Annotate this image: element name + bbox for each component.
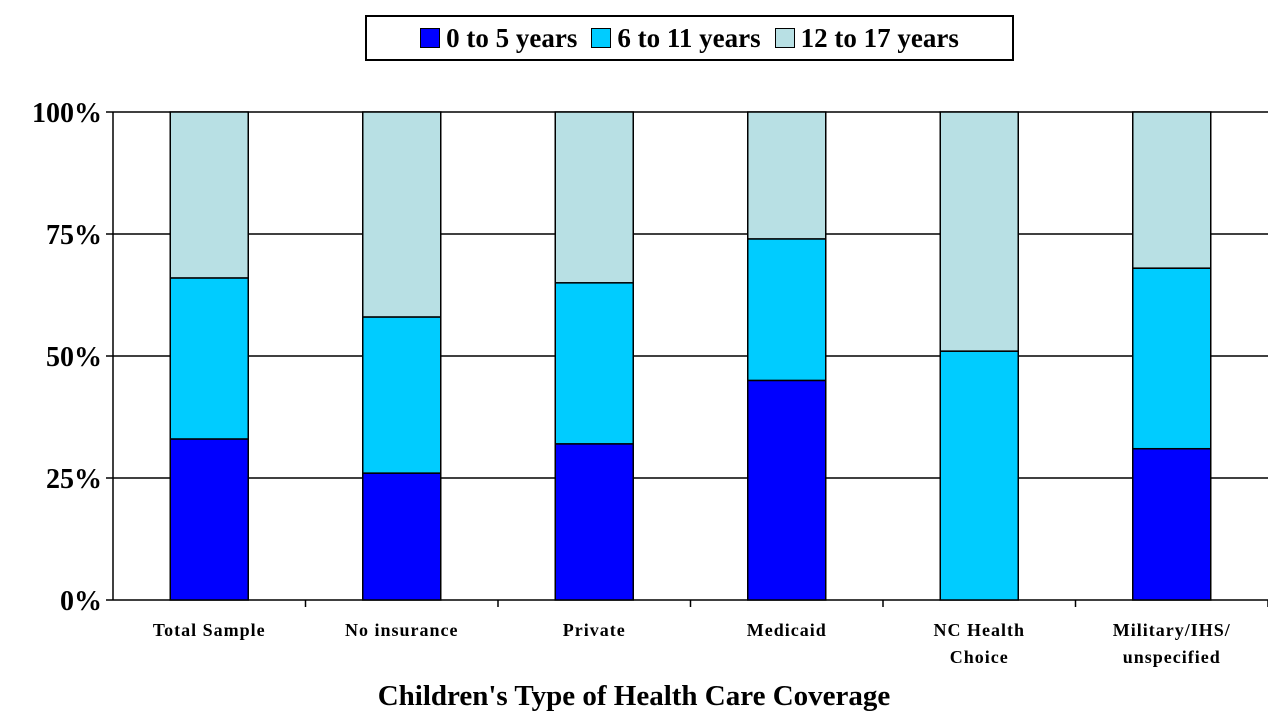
bar-3-series-1 (747, 238, 827, 382)
bar-4-series-2 (939, 111, 1019, 352)
legend-label-series-2: 12 to 17 years (800, 22, 959, 53)
y-tick-label-3: 75% (46, 220, 102, 251)
bar-0-series-0 (169, 438, 249, 601)
bar-4-series-1 (939, 350, 1019, 601)
bar-1-series-1 (362, 316, 442, 474)
chart-legend: 0 to 5 years 6 to 11 years 12 to 17 year… (365, 15, 1014, 61)
y-tick-label-0: 0% (60, 586, 102, 617)
x-tick-label-1-line-0: No insurance (345, 620, 459, 640)
x-tick-label-2-line-0: Private (563, 620, 626, 640)
bar-5-series-1 (1132, 267, 1212, 450)
x-tick-label-0-line-0: Total Sample (153, 620, 266, 640)
bar-5-series-2 (1132, 111, 1212, 269)
bar-1-series-2 (362, 111, 442, 318)
bar-1-series-0 (362, 472, 442, 601)
legend-label-series-1: 6 to 11 years (617, 22, 761, 53)
y-tick-label-2: 50% (46, 342, 102, 373)
bar-2-series-2 (554, 111, 634, 284)
legend-swatch-series-0 (420, 28, 441, 48)
legend-item-series-2: 12 to 17 years (774, 22, 959, 54)
legend-swatch-series-1 (591, 28, 612, 48)
x-tick-label-5-line-0: Military/IHS/ (1113, 620, 1231, 640)
bar-2-series-0 (554, 443, 634, 601)
bar-3-series-2 (747, 111, 827, 240)
bar-0-series-2 (169, 111, 249, 279)
legend-label-series-0: 0 to 5 years (446, 22, 578, 53)
legend-item-series-0: 0 to 5 years (420, 23, 577, 54)
x-axis-title: Children's Type of Health Care Coverage (377, 680, 891, 712)
y-tick-label-4: 100% (32, 98, 102, 129)
x-tick-label-5-line-1: unspecified (1123, 647, 1221, 667)
bar-2-series-1 (554, 282, 634, 445)
bar-3-series-0 (747, 379, 827, 601)
x-tick-label-4-line-1: Choice (950, 647, 1009, 667)
legend-swatch-series-2 (774, 28, 795, 48)
y-tick-label-1: 25% (46, 464, 102, 495)
x-tick-label-3-line-0: Medicaid (747, 620, 827, 640)
bar-5-series-0 (1132, 447, 1212, 601)
legend-item-series-1: 6 to 11 years (591, 22, 761, 54)
x-tick-label-4-line-0: NC Health (934, 620, 1026, 640)
bar-0-series-1 (169, 277, 249, 440)
